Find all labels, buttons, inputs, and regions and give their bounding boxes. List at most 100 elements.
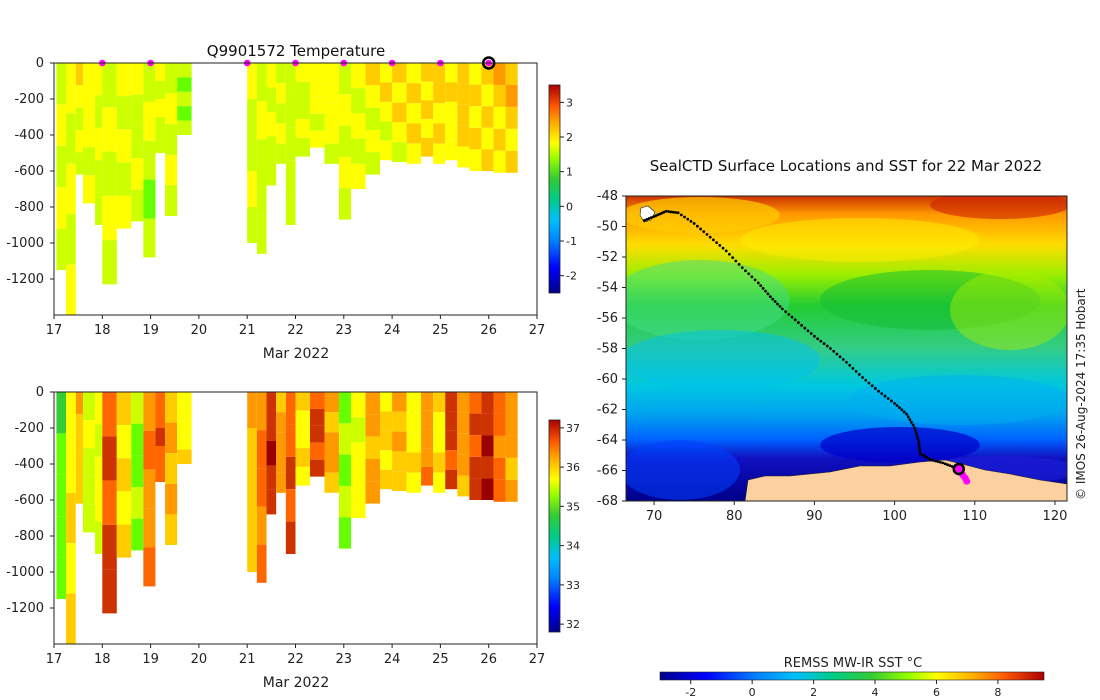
track-point — [766, 292, 770, 296]
track-point — [917, 442, 921, 446]
salinity-profile-cell — [433, 452, 446, 473]
track-point — [918, 447, 922, 451]
temperature-profile-cell — [351, 63, 366, 89]
track-point — [857, 373, 861, 376]
salinity-profile-cell — [309, 425, 325, 443]
salinity-profile-cell — [445, 430, 458, 451]
track-point — [900, 408, 904, 412]
temperature-profile-cell — [266, 87, 277, 112]
temperature-profile-cell — [155, 63, 166, 81]
temperature-profile-cell — [421, 100, 434, 120]
temperature-y-tick-label: -800 — [14, 200, 44, 215]
salinity-profile-cell — [338, 392, 352, 424]
sst-colorbar-ticks: -2 0 2 4 6 8 — [685, 680, 1001, 699]
salinity-x-tick-label: 23 — [336, 652, 353, 667]
temperature-profile-cell — [131, 189, 144, 222]
temperature-profile-cell — [324, 143, 339, 164]
track-point — [822, 342, 826, 346]
temperature-profile-cell — [445, 63, 458, 83]
temperature-profile-cell — [75, 63, 83, 86]
salinity-profile-cell — [505, 457, 518, 480]
temperature-profile-cell — [433, 143, 446, 164]
temperature-x-tick-label: 23 — [336, 323, 353, 338]
track-point — [649, 216, 653, 220]
salinity-profile-cell — [75, 436, 83, 459]
salinity-profile-cell — [276, 432, 286, 453]
salinity-profile-cell — [481, 456, 494, 479]
temperature-xlabel: Mar 2022 — [263, 346, 330, 362]
temperature-profile-cell — [433, 63, 446, 84]
track-point — [658, 212, 662, 216]
seal-track — [643, 209, 971, 485]
temperature-profile-cell — [285, 63, 296, 96]
temperature-panel: Q9901572 Temperature 17 18 19 20 21 22 23 24 25 2… — [6, 42, 577, 362]
map-x-tick-label: 100 — [882, 509, 907, 524]
temperature-x-tick-label: 27 — [529, 323, 546, 338]
map-y-tick-label: -60 — [597, 372, 618, 387]
salinity-profile-cell — [131, 423, 144, 456]
temperature-profile-cell — [295, 137, 310, 157]
temperature-profile-cell — [380, 82, 393, 102]
map-credit: © IMOS 26-Aug-2024 17:35 Hobart — [1074, 288, 1088, 500]
track-point — [656, 213, 660, 217]
salinity-profile-cell — [276, 412, 286, 433]
temperature-profile-cell — [295, 119, 310, 138]
track-point — [911, 423, 915, 427]
sst-cb-tick-label: 2 — [810, 686, 817, 699]
salinity-profile-cell — [165, 422, 178, 454]
salinity-profile-cell — [102, 569, 117, 614]
map-y-tick-label: -48 — [597, 189, 618, 204]
salinity-profile-cell — [285, 489, 296, 522]
temperature-profile-cell — [445, 140, 458, 161]
track-point — [669, 210, 673, 214]
track-point — [780, 307, 784, 311]
temperature-profile-cell — [351, 88, 366, 114]
track-point — [880, 392, 884, 396]
temperature-cb-tick-label: -1 — [566, 235, 577, 248]
salinity-x-tick-label: 24 — [384, 652, 401, 667]
map-y-tick-label: -56 — [597, 311, 618, 326]
salinity-profile-cell — [66, 593, 76, 644]
temperature-colorbar — [548, 84, 561, 294]
temperature-profile-cell — [457, 104, 470, 126]
salinity-profile-cell — [295, 429, 310, 449]
temperature-profile-cell — [309, 130, 325, 148]
track-point — [674, 211, 678, 214]
track-point — [886, 397, 890, 400]
temperature-profile-cell — [365, 85, 381, 108]
temperature-profile-cell — [309, 63, 325, 80]
track-point — [715, 241, 719, 245]
salinity-profile-cell — [131, 455, 144, 488]
temperature-profile-cell — [66, 113, 76, 164]
track-point — [778, 305, 782, 308]
salinity-colorbar — [548, 419, 561, 633]
temperature-profile-cell — [457, 83, 470, 105]
salinity-profile-cell — [66, 492, 76, 544]
temperature-profile-cell — [469, 63, 482, 85]
temperature-profile-cell — [338, 125, 352, 157]
salinity-profile-cell — [351, 442, 366, 468]
track-point — [654, 214, 658, 218]
salinity-profile-cell — [324, 472, 339, 493]
track-point — [773, 300, 777, 303]
track-point — [740, 266, 744, 270]
track-point — [835, 352, 839, 356]
temperature-profile-cell — [351, 113, 366, 139]
track-point — [920, 453, 924, 457]
track-point — [683, 215, 686, 219]
track-point — [905, 412, 909, 416]
temperature-profile-cell — [365, 129, 381, 153]
salinity-profile-cell — [266, 465, 277, 490]
temperature-x-tick-label: 17 — [46, 323, 63, 338]
salinity-x-tick-label: 18 — [94, 652, 111, 667]
salinity-profile-cell — [493, 413, 506, 436]
temperature-profile-cell — [433, 123, 446, 144]
salinity-profile-cell — [392, 431, 407, 452]
salinity-profile-cell — [131, 392, 144, 424]
salinity-y-tick-label: -1200 — [6, 601, 44, 616]
temperature-colorbar-ticks: 3 2 1 0 -1 -2 — [560, 96, 577, 283]
track-point — [705, 233, 709, 236]
temperature-profile-cell — [276, 63, 286, 84]
salinity-profile-cell — [338, 517, 352, 549]
temperature-profile-cell — [95, 192, 103, 225]
